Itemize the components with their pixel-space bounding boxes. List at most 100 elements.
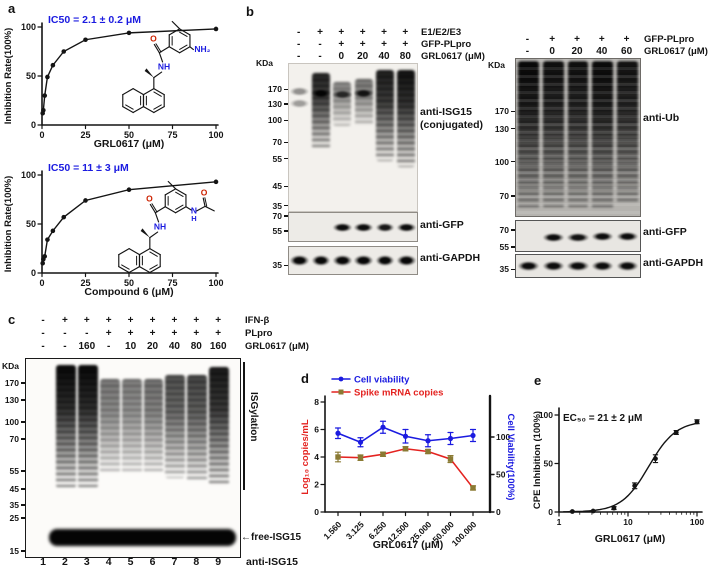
kda-label: 45 — [272, 181, 282, 192]
bond — [149, 203, 156, 214]
kda-unit-label: KDa — [256, 58, 274, 68]
kda-label: 35 — [272, 260, 282, 271]
blot-anti-isg15 — [25, 358, 241, 558]
blot-name-label: anti-GAPDH — [420, 252, 481, 264]
x-tick-label: 50 — [124, 278, 134, 288]
kda-label: 35 — [499, 264, 509, 275]
data-point — [83, 37, 88, 43]
bond — [153, 43, 160, 54]
kda-label: 35 — [9, 499, 19, 510]
data-point — [611, 505, 617, 511]
blot-band — [311, 88, 331, 98]
blot-band — [354, 88, 373, 98]
kda-tick — [511, 160, 515, 163]
data-point — [61, 49, 67, 54]
y-tick-label: 50 — [544, 459, 554, 469]
bond — [138, 248, 151, 256]
bond — [138, 266, 151, 274]
x-axis-title: GRL0617 (μM) — [94, 138, 165, 150]
x-tick-label: 10 — [623, 517, 633, 527]
blot-band — [354, 255, 373, 266]
blot-band — [567, 233, 589, 242]
lane-sign: + — [549, 34, 556, 45]
blot-smear — [517, 60, 539, 212]
x-tick-label: 25 — [80, 130, 90, 140]
kda-tick — [21, 470, 25, 472]
kda-tick — [511, 246, 515, 248]
kda-label: 35 — [272, 200, 282, 211]
data-point — [590, 508, 596, 514]
kda-label: 100 — [267, 115, 282, 126]
lane-sign: + — [171, 328, 178, 339]
blot-name-label: anti-GFP — [420, 219, 464, 231]
x-tick-label: 0 — [39, 278, 44, 288]
kda-tick — [284, 215, 288, 217]
x-tick-label: 50 — [124, 130, 134, 140]
bond — [153, 91, 162, 97]
kda-label: 70 — [499, 191, 509, 202]
y-tick-label: 0 — [31, 268, 36, 278]
kda-label: 45 — [9, 484, 19, 495]
bond — [122, 88, 134, 96]
y-axis-title: CPE Inhibition (100%) — [532, 411, 543, 509]
bond — [125, 104, 134, 110]
kda-label: 70 — [272, 211, 282, 222]
kda-tick — [21, 399, 25, 401]
lane-sign: + — [338, 39, 345, 50]
data-point-square — [425, 448, 431, 455]
x-tick-label: 100 — [690, 517, 704, 527]
kda-tick — [21, 517, 25, 519]
lane-sign: - — [296, 39, 301, 50]
blot-smear — [592, 60, 614, 212]
atom-label-nh2: NH₂ — [194, 44, 210, 54]
kda-tick — [511, 229, 515, 231]
panel-c-antibody-label: anti-ISG15 — [246, 556, 298, 568]
bond — [164, 206, 177, 214]
kda-tick — [21, 550, 25, 552]
kda-tick — [284, 230, 288, 232]
data-point — [632, 483, 638, 489]
blot-name-label: anti-ISG15 — [420, 106, 472, 118]
header-row-label: IFN-β — [245, 315, 270, 326]
blot-band — [616, 231, 639, 241]
data-point-circle — [357, 439, 364, 445]
lane-number: 9 — [215, 556, 222, 568]
kda-label: 70 — [499, 224, 509, 235]
lane-sign: + — [105, 328, 112, 339]
x-axis-title: GRL0617 (μM) — [595, 533, 666, 545]
blot-smear — [397, 69, 416, 167]
free-isg15-band — [49, 529, 236, 546]
kda-label: 130 — [267, 99, 282, 110]
legend-circle-marker — [338, 376, 344, 382]
panel-a-label: a — [8, 1, 16, 16]
lane-sign: - — [41, 315, 45, 326]
kda-label: 100 — [4, 416, 19, 427]
blot-band — [375, 222, 395, 232]
atom-label-h: H — [191, 214, 196, 223]
data-point — [40, 260, 45, 266]
bond — [158, 52, 164, 63]
bond — [153, 71, 163, 79]
header-row-label: GRL0617 (μM) — [245, 341, 309, 352]
panel-c-label: c — [8, 312, 16, 327]
bond — [189, 46, 194, 51]
data-point — [126, 187, 132, 192]
atom-label-nh: NH — [154, 221, 166, 231]
kda-tick — [21, 382, 25, 384]
data-point — [83, 198, 88, 203]
kda-label: 170 — [4, 377, 19, 388]
lane-sign: 160 — [78, 341, 96, 352]
lane-sign: + — [149, 328, 156, 339]
lane-sign: 20 — [571, 46, 583, 57]
bond — [153, 106, 165, 114]
blot-band — [354, 222, 373, 232]
lane-sign: + — [193, 328, 200, 339]
blot-smear — [209, 366, 230, 486]
y-axis-title: Inhibition Rate(100%) — [3, 28, 14, 125]
kda-tick — [511, 127, 515, 130]
blot-left-gapdh — [288, 246, 418, 275]
wedge-bond — [144, 68, 154, 78]
data-point-circle — [402, 433, 409, 439]
x-tick-label: 100 — [208, 278, 223, 288]
